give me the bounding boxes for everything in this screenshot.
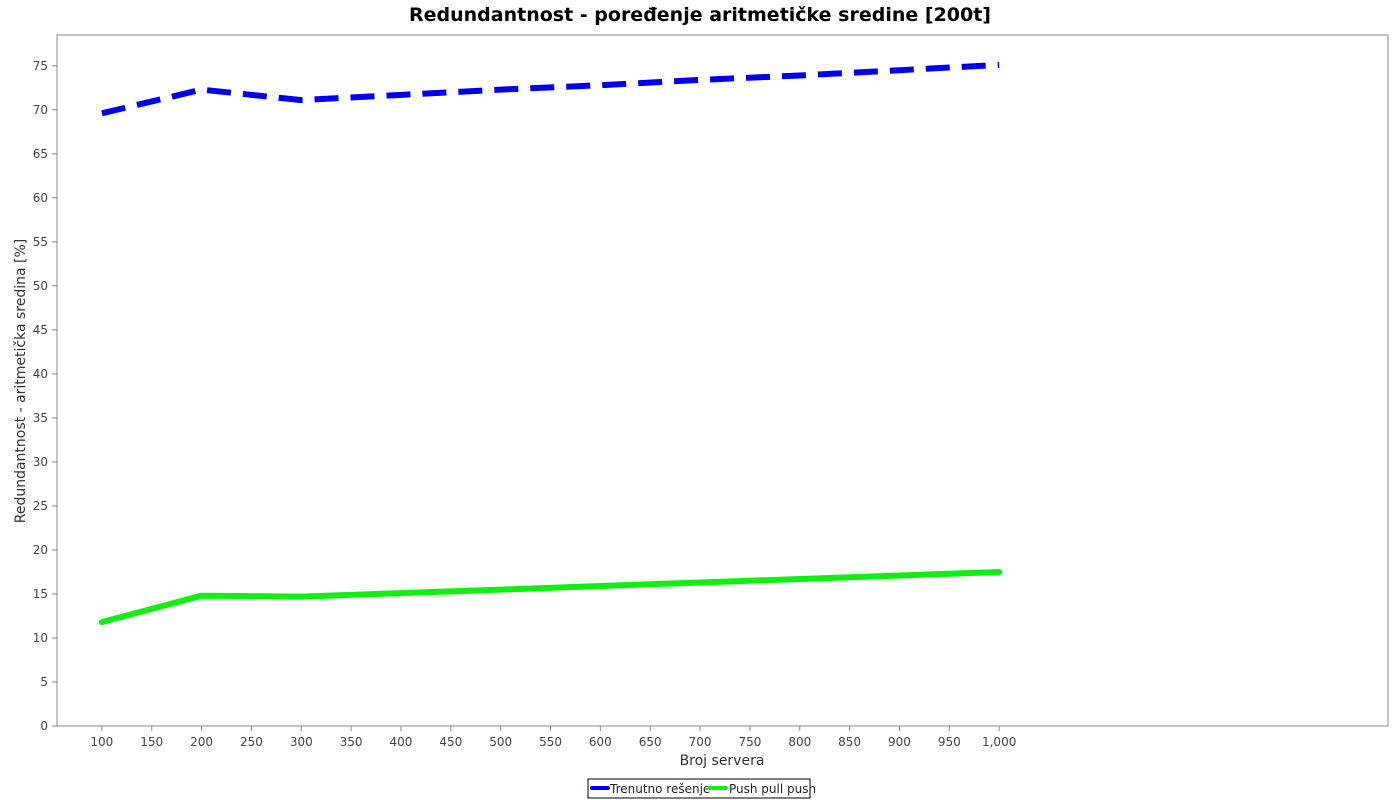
y-tick-label: 0 bbox=[40, 719, 48, 733]
y-tick-label: 10 bbox=[33, 631, 48, 645]
x-tick-label: 300 bbox=[290, 735, 313, 749]
legend-label-trenutno-resenje: Trenutno rešenje bbox=[609, 782, 710, 796]
y-tick-label: 20 bbox=[33, 543, 48, 557]
x-tick-label: 900 bbox=[888, 735, 911, 749]
y-tick-label: 15 bbox=[33, 587, 48, 601]
y-tick-label: 35 bbox=[33, 411, 48, 425]
y-tick-label: 70 bbox=[33, 103, 48, 117]
y-tick-label: 40 bbox=[33, 367, 48, 381]
x-tick-label: 750 bbox=[738, 735, 761, 749]
x-tick-label: 700 bbox=[689, 735, 712, 749]
x-tick-label: 600 bbox=[589, 735, 612, 749]
x-tick-label: 650 bbox=[639, 735, 662, 749]
x-tick-label: 100 bbox=[90, 735, 113, 749]
x-tick-label: 500 bbox=[489, 735, 512, 749]
y-tick-label: 65 bbox=[33, 147, 48, 161]
x-tick-label: 850 bbox=[838, 735, 861, 749]
y-tick-label: 55 bbox=[33, 235, 48, 249]
x-axis: 100 150 200 250 300 350 400 450 500 550 600 650 700 7… bbox=[90, 726, 1016, 749]
y-tick-label: 5 bbox=[40, 675, 48, 689]
series-line-trenutno-resenje bbox=[101, 61, 1000, 117]
x-axis-title: Broj servera bbox=[680, 753, 765, 769]
series-line-push-pull-push bbox=[98, 569, 1003, 626]
series-layer bbox=[98, 61, 1003, 626]
x-tick-label: 450 bbox=[439, 735, 462, 749]
y-tick-label: 45 bbox=[33, 323, 48, 337]
x-tick-label: 400 bbox=[390, 735, 413, 749]
y-axis: 0 5 10 15 20 25 30 35 40 45 50 55 60 65 70 75 bbox=[33, 59, 57, 733]
plot-area bbox=[56, 34, 1389, 727]
y-tick-label: 30 bbox=[33, 455, 48, 469]
x-tick-label: 250 bbox=[240, 735, 263, 749]
y-axis-title: Redundantnost - aritmetička sredina [%] bbox=[13, 239, 29, 524]
x-tick-label: 950 bbox=[938, 735, 961, 749]
legend-box bbox=[587, 778, 811, 799]
y-tick-label: 60 bbox=[33, 191, 48, 205]
x-tick-label: 150 bbox=[140, 735, 163, 749]
x-tick-label: 800 bbox=[788, 735, 811, 749]
legend: Trenutno rešenje Push pull push bbox=[587, 778, 816, 799]
chart-title: Redundantnost - poređenje aritmetičke sr… bbox=[409, 4, 991, 26]
legend-label-push-pull-push: Push pull push bbox=[729, 782, 816, 796]
y-tick-label: 50 bbox=[33, 279, 48, 293]
y-tick-label: 75 bbox=[33, 59, 48, 73]
x-tick-label: 350 bbox=[340, 735, 363, 749]
y-tick-label: 25 bbox=[33, 499, 48, 513]
x-tick-label: 200 bbox=[190, 735, 213, 749]
x-tick-label: 1,000 bbox=[982, 735, 1016, 749]
x-tick-label: 550 bbox=[539, 735, 562, 749]
